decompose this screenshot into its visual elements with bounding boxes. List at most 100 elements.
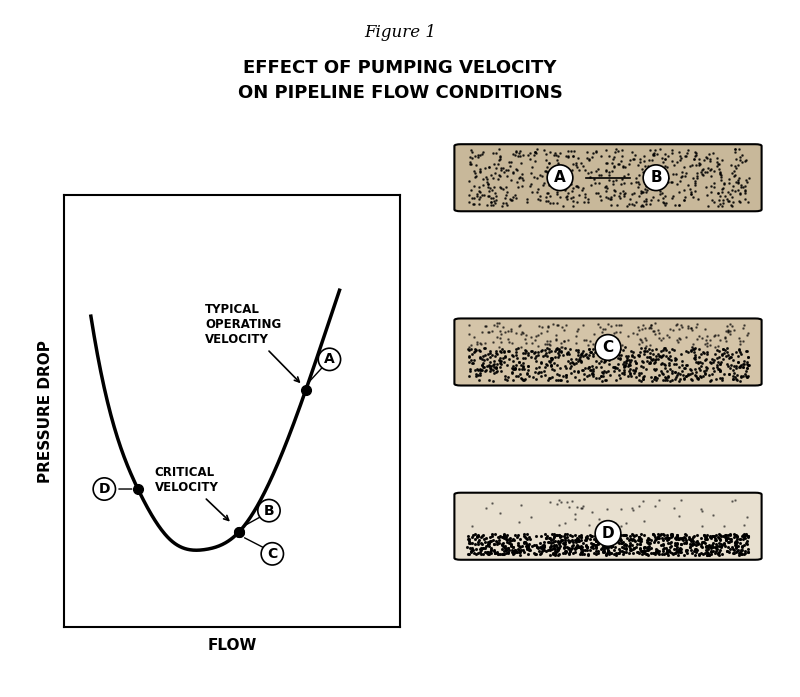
Point	[634, 335, 647, 346]
Point	[742, 371, 754, 382]
Point	[595, 327, 608, 338]
Point	[524, 181, 537, 192]
Point	[730, 176, 742, 187]
Point	[591, 548, 604, 559]
Point	[598, 346, 610, 357]
Point	[698, 338, 711, 349]
Point	[638, 543, 650, 554]
Point	[482, 540, 495, 551]
Point	[621, 352, 634, 363]
Point	[665, 530, 678, 542]
Point	[592, 358, 605, 369]
Point	[741, 535, 754, 546]
Point	[614, 187, 626, 199]
Point	[634, 544, 647, 555]
Point	[727, 548, 740, 559]
Point	[574, 542, 587, 553]
Point	[651, 531, 664, 542]
Point	[569, 372, 582, 383]
Point	[530, 373, 542, 384]
Point	[602, 366, 614, 377]
Point	[734, 375, 746, 386]
Point	[570, 197, 583, 208]
Point	[467, 530, 480, 541]
Point	[480, 174, 493, 185]
Point	[574, 542, 586, 553]
Point	[613, 544, 626, 555]
Point	[659, 351, 672, 362]
Point	[540, 195, 553, 206]
Point	[582, 339, 594, 350]
Point	[657, 549, 670, 560]
Point	[575, 546, 588, 558]
Point	[741, 176, 754, 187]
Point	[488, 361, 501, 372]
Point	[726, 320, 738, 331]
Point	[624, 544, 637, 556]
Point	[635, 187, 648, 199]
Point	[500, 189, 513, 200]
Point	[590, 542, 602, 553]
Point	[502, 542, 514, 553]
Point	[670, 532, 682, 543]
Point	[507, 541, 520, 552]
Point	[465, 343, 478, 354]
Point	[531, 193, 544, 204]
Point	[730, 536, 743, 547]
Point	[680, 536, 693, 547]
Point	[498, 549, 510, 560]
Point	[493, 534, 506, 545]
Point	[729, 536, 742, 547]
Point	[469, 538, 482, 549]
Point	[675, 533, 688, 544]
Point	[510, 346, 522, 358]
Point	[690, 546, 702, 558]
Point	[486, 530, 498, 542]
Point	[605, 541, 618, 552]
Point	[666, 365, 678, 376]
Point	[648, 358, 661, 369]
Point	[466, 545, 479, 556]
Point	[701, 544, 714, 555]
Point	[482, 179, 494, 190]
Point	[639, 322, 652, 333]
Point	[554, 375, 567, 386]
Point	[605, 199, 618, 210]
Point	[738, 369, 751, 380]
Point	[607, 537, 620, 549]
Point	[569, 544, 582, 555]
Point	[493, 155, 506, 166]
Point	[687, 153, 700, 164]
Point	[663, 546, 676, 558]
Point	[468, 180, 481, 191]
Point	[558, 539, 571, 550]
Point	[477, 543, 490, 554]
Point	[538, 144, 550, 155]
Point	[540, 161, 553, 172]
Point	[531, 144, 544, 155]
Point	[650, 163, 662, 174]
Point	[670, 545, 683, 556]
Point	[491, 536, 504, 547]
Point	[471, 531, 484, 542]
Point	[728, 361, 741, 372]
Point	[487, 195, 500, 206]
Point	[735, 156, 748, 167]
Point	[482, 539, 494, 550]
Point	[572, 542, 585, 553]
Point	[727, 354, 740, 365]
Point	[494, 171, 506, 182]
Point	[585, 537, 598, 549]
Point	[674, 495, 687, 506]
Point	[537, 365, 550, 376]
Point	[484, 536, 497, 547]
Point	[485, 548, 498, 559]
Point	[506, 367, 518, 378]
Point	[587, 547, 600, 558]
Point	[704, 357, 717, 368]
Point	[738, 155, 751, 167]
Point	[646, 548, 659, 559]
Point	[484, 546, 497, 558]
Point	[715, 549, 728, 560]
Point	[674, 546, 686, 558]
